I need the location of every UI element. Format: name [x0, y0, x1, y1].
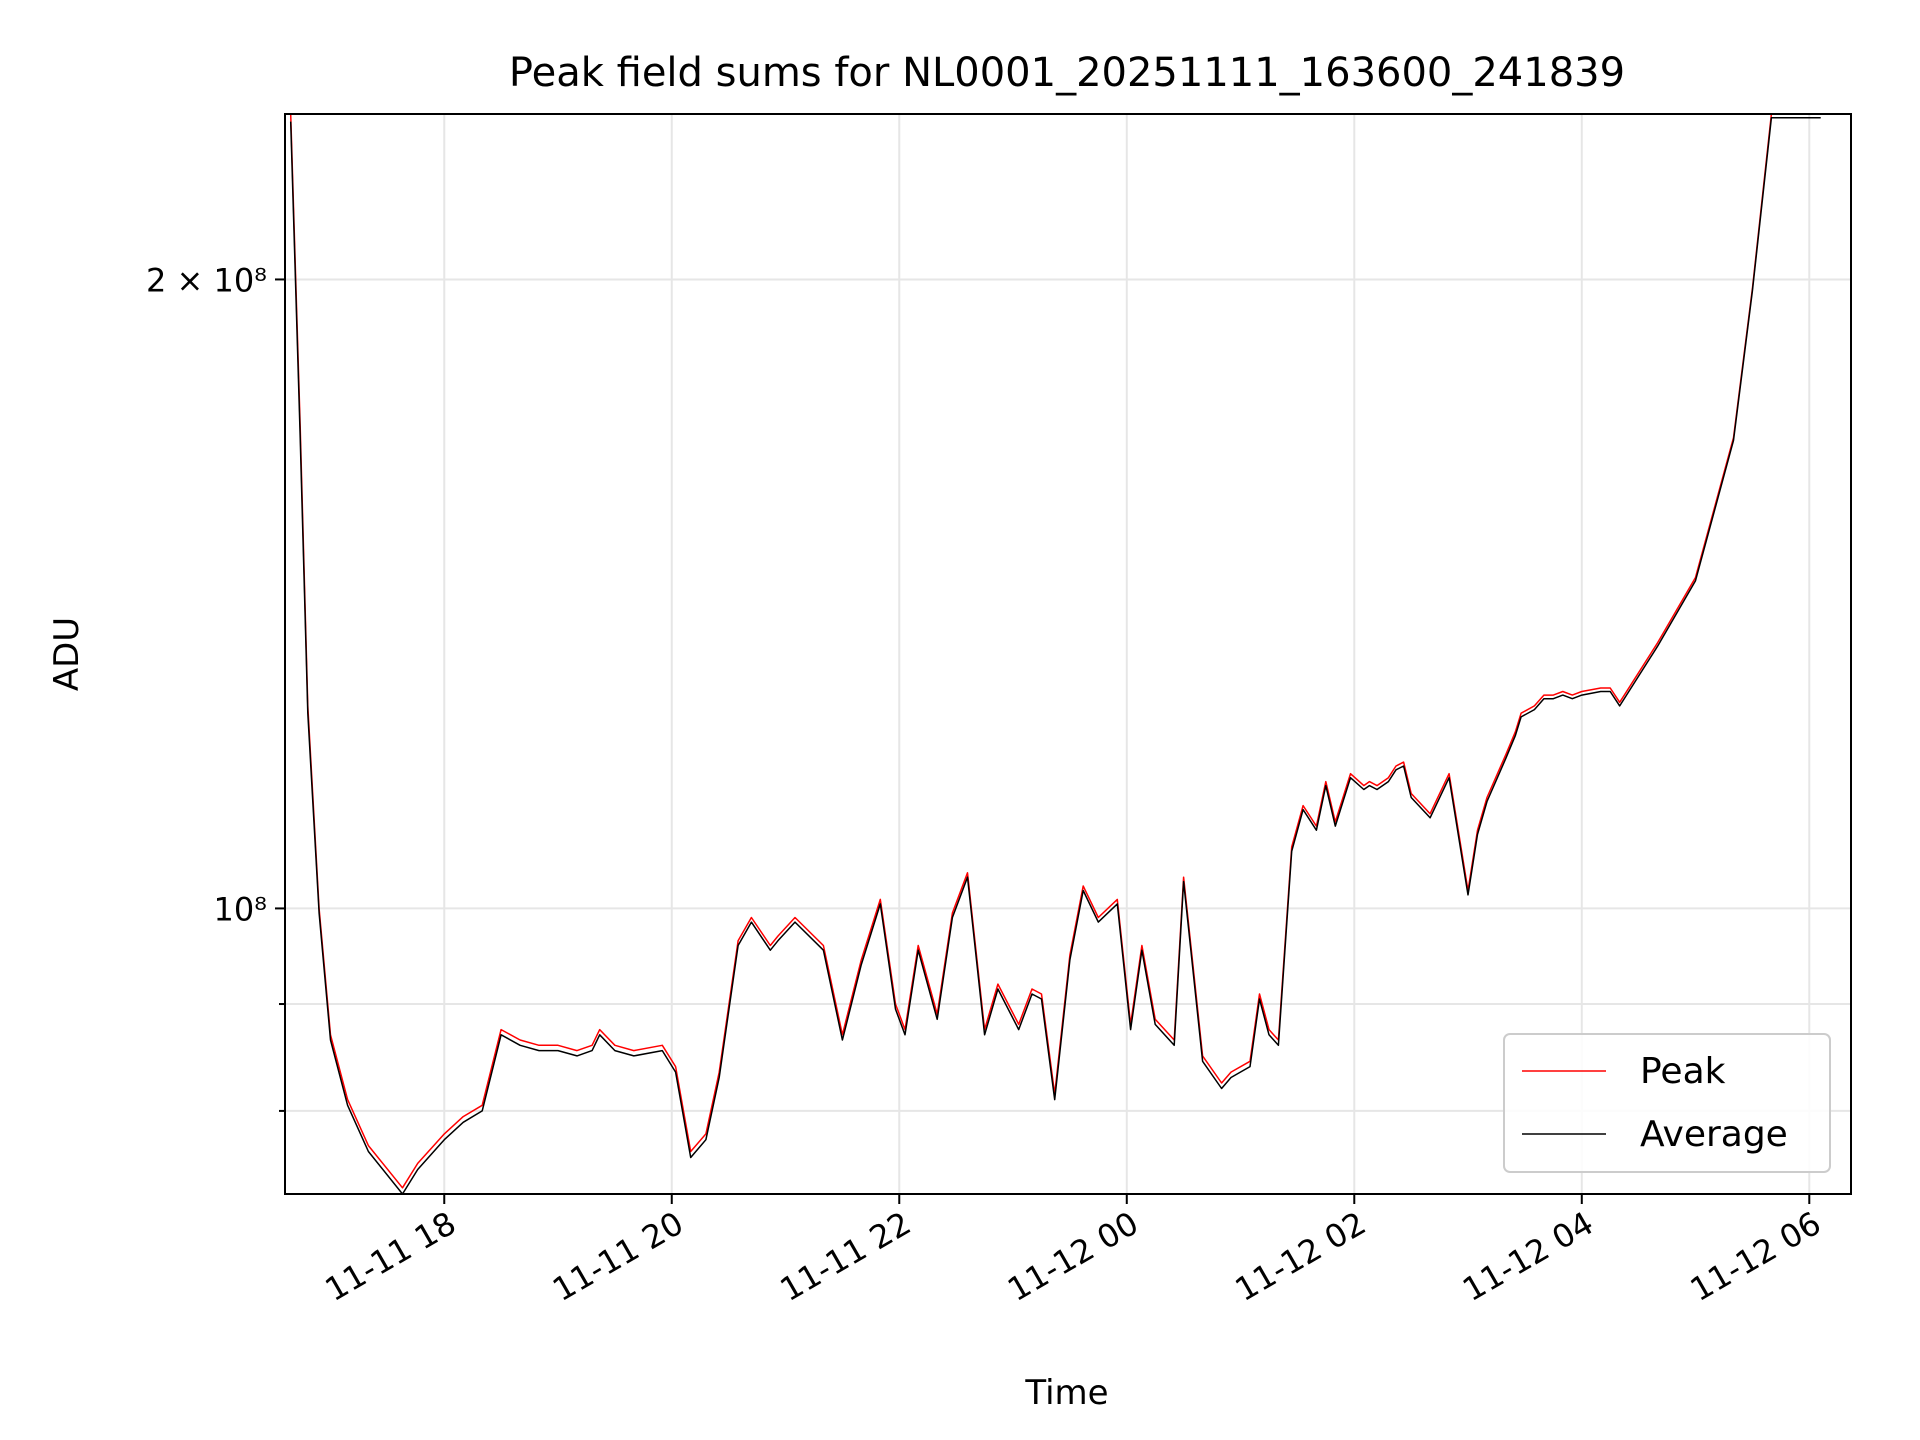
y-tick-label: 2 × 10⁸: [146, 261, 267, 299]
legend-label-average: Average: [1640, 1114, 1788, 1155]
series-line-average: [289, 117, 1821, 1194]
y-tick-label: 10⁸: [213, 890, 267, 928]
y-axis-label: ADU: [47, 617, 87, 691]
legend: Peak Average: [1503, 1033, 1831, 1173]
legend-label-peak: Peak: [1640, 1051, 1726, 1092]
legend-box: [1503, 1033, 1831, 1173]
x-axis-label: Time: [1024, 1373, 1108, 1413]
y-axis-ticks: 10⁸ 2 × 10⁸: [146, 261, 285, 1112]
plot-frame: [284, 113, 1852, 1195]
chart-title: Peak field sums for NL0001_20251111_1636…: [509, 50, 1625, 96]
